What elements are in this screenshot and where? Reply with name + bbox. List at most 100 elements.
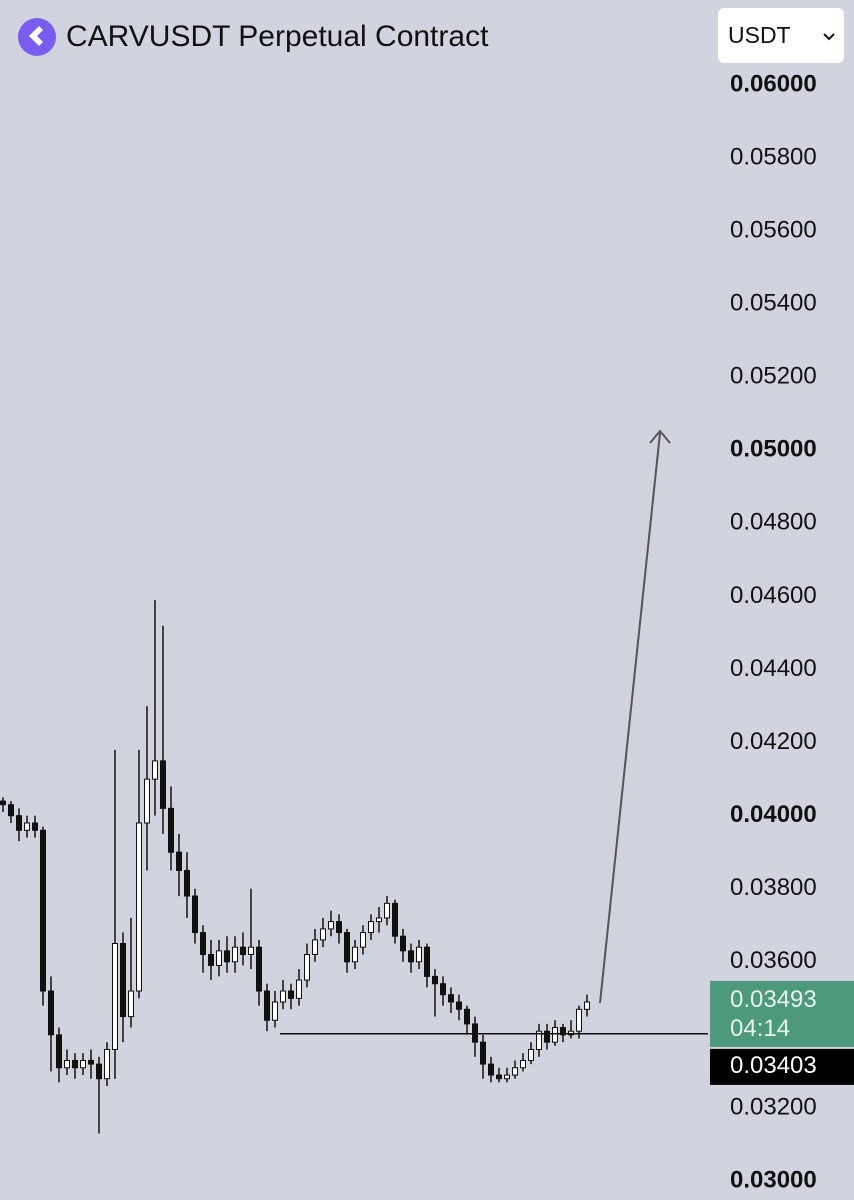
chart-title: CARVUSDT Perpetual Contract (66, 20, 489, 53)
candle-body (496, 1074, 502, 1080)
arrow-head (649, 429, 671, 444)
candle-body (456, 1001, 462, 1010)
last-price-label: 0.03493 (730, 986, 817, 1013)
candle-body (368, 921, 374, 934)
candle-body (184, 869, 190, 897)
candle-body (176, 851, 182, 871)
y-tick-label: 0.04800 (730, 509, 817, 536)
candle-body (0, 800, 6, 806)
candle-body (384, 902, 390, 919)
y-tick-label: 0.06000 (730, 70, 817, 97)
candle-body (448, 994, 454, 1003)
candle-body (120, 943, 126, 1018)
countdown-label: 04:14 (730, 1015, 790, 1042)
last-price-box (710, 980, 854, 1047)
y-tick-label: 0.05200 (730, 363, 817, 390)
candle-body (192, 895, 198, 934)
candle-body (200, 932, 206, 955)
candle-body (576, 1008, 582, 1032)
candle-body (72, 1059, 78, 1069)
candle-body (152, 760, 158, 780)
candle-body (224, 950, 230, 963)
candle-body (272, 1001, 278, 1021)
candle-body (520, 1059, 526, 1069)
candle-body (480, 1041, 486, 1065)
candle-body (440, 983, 446, 996)
y-tick-label: 0.05600 (730, 216, 817, 243)
candle-body (160, 760, 166, 809)
candle-body (416, 946, 422, 963)
candle-body (128, 990, 134, 1018)
candle-body (544, 1030, 550, 1043)
y-tick-label: 0.03000 (730, 1166, 817, 1193)
candle-body (408, 950, 414, 963)
candle-body (168, 807, 174, 853)
candle-body (552, 1027, 558, 1043)
candle-body (32, 822, 38, 831)
candle-body (464, 1008, 470, 1025)
currency-select[interactable] (718, 8, 844, 63)
candle-body (88, 1059, 94, 1065)
y-tick-label: 0.04200 (730, 728, 817, 755)
y-tick-label: 0.04400 (730, 655, 817, 682)
y-tick-label: 0.03800 (730, 874, 817, 901)
candle-body (504, 1074, 510, 1080)
candle-body (280, 990, 286, 1003)
candle-body (104, 1048, 110, 1080)
candle-body (48, 990, 54, 1036)
candle-body (344, 932, 350, 963)
candle-body (96, 1063, 102, 1080)
y-tick-label: 0.03200 (730, 1093, 817, 1120)
candle-body (336, 921, 342, 934)
level-box (710, 1048, 854, 1085)
y-tick-label: 0.05800 (730, 143, 817, 170)
candle-body (288, 990, 294, 999)
y-tick-label: 0.05000 (730, 436, 817, 463)
candle-body (232, 946, 238, 963)
candle-body (248, 946, 254, 955)
candle-body (136, 822, 142, 992)
level-label: 0.03403 (730, 1052, 817, 1079)
y-tick-label: 0.05400 (730, 290, 817, 317)
candle-body (432, 975, 438, 985)
candle-body (264, 990, 270, 1021)
candle-body (512, 1067, 518, 1076)
dropdown-chevron[interactable] (823, 33, 835, 41)
candle-body (360, 932, 366, 948)
candle-body (376, 917, 382, 923)
y-tick-label: 0.04000 (730, 801, 817, 828)
candle-body (312, 939, 318, 955)
candle-body (320, 928, 326, 941)
candle-body (24, 822, 30, 831)
candle-body (240, 946, 246, 955)
candle-body (488, 1063, 494, 1076)
candle-body (400, 935, 406, 952)
candle-body (208, 953, 214, 966)
candle-body (56, 1034, 62, 1069)
y-tick-label: 0.04600 (730, 582, 817, 609)
logo-mark (29, 26, 43, 46)
candle-body (256, 946, 262, 992)
candle-body (328, 921, 334, 930)
candle-body (80, 1059, 86, 1069)
y-tick-label: 0.03600 (730, 947, 817, 974)
candle-body (392, 902, 398, 937)
candle-body (144, 778, 150, 824)
candle-body (216, 950, 222, 966)
candle-body (536, 1030, 542, 1050)
candle-body (304, 953, 310, 981)
candle-body (424, 946, 430, 977)
candle-body (296, 979, 302, 999)
candle-body (16, 815, 22, 831)
currency-label[interactable]: USDT (728, 22, 791, 48)
candle-body (352, 946, 358, 963)
candle-body (560, 1027, 566, 1036)
candle-body (112, 943, 118, 1050)
candle-body (528, 1048, 534, 1061)
candle-body (584, 1001, 590, 1010)
candle-body (64, 1059, 70, 1069)
candle-body (40, 829, 46, 992)
candle-body (8, 804, 14, 817)
